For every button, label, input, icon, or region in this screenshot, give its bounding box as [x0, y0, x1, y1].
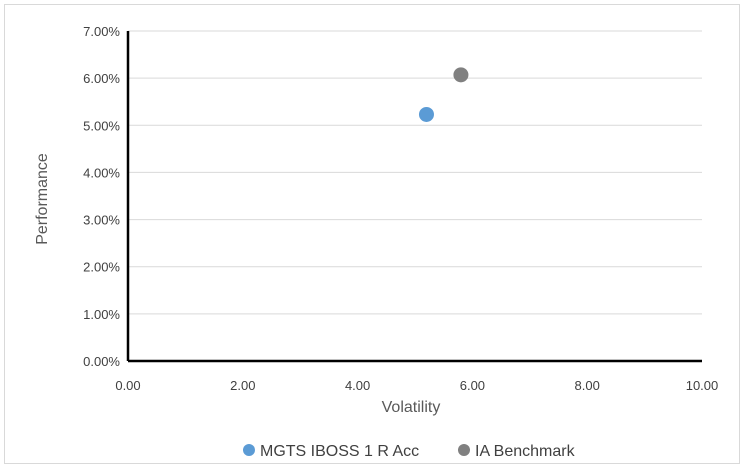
axes: [126, 31, 702, 363]
y-tick-label: 0.00%: [83, 354, 120, 369]
x-tick-labels: 0.00 2.00 4.00 6.00 8.00 10.00: [115, 378, 718, 393]
y-tick-label: 6.00%: [83, 71, 120, 86]
x-tick-label: 4.00: [345, 378, 370, 393]
legend-label-mgts: MGTS IBOSS 1 R Acc: [260, 443, 419, 460]
legend-marker-benchmark: [458, 444, 470, 456]
x-tick-label: 0.00: [115, 378, 140, 393]
y-tick-label: 1.00%: [83, 307, 120, 322]
y-axis-title: Performance: [34, 153, 51, 245]
scatter-chart: 0.00% 1.00% 2.00% 3.00% 4.00% 5.00% 6.00% 7.00%…: [34, 24, 718, 460]
data-point-benchmark: [453, 67, 469, 83]
x-tick-label: 10.00: [686, 378, 719, 393]
data-points: [418, 67, 469, 122]
y-tick-label: 3.00%: [83, 213, 120, 228]
y-tick-labels: 0.00% 1.00% 2.00% 3.00% 4.00% 5.00% 6.00% 7.00%: [83, 24, 120, 369]
y-tick-label: 7.00%: [83, 24, 120, 39]
x-tick-label: 8.00: [575, 378, 600, 393]
chart-frame: 0.00% 1.00% 2.00% 3.00% 4.00% 5.00% 6.00% 7.00%…: [4, 4, 740, 464]
x-axis-title: Volatility: [382, 399, 441, 416]
legend-label-benchmark: IA Benchmark: [475, 443, 576, 460]
y-tick-label: 4.00%: [83, 165, 120, 180]
x-tick-label: 6.00: [460, 378, 485, 393]
legend: MGTS IBOSS 1 R Acc IA Benchmark: [243, 443, 576, 460]
data-point-mgts: [418, 106, 434, 122]
gridlines: [128, 30, 702, 315]
x-tick-label: 2.00: [230, 378, 255, 393]
y-tick-label: 2.00%: [83, 260, 120, 275]
legend-marker-mgts: [243, 444, 255, 456]
y-tick-label: 5.00%: [83, 118, 120, 133]
